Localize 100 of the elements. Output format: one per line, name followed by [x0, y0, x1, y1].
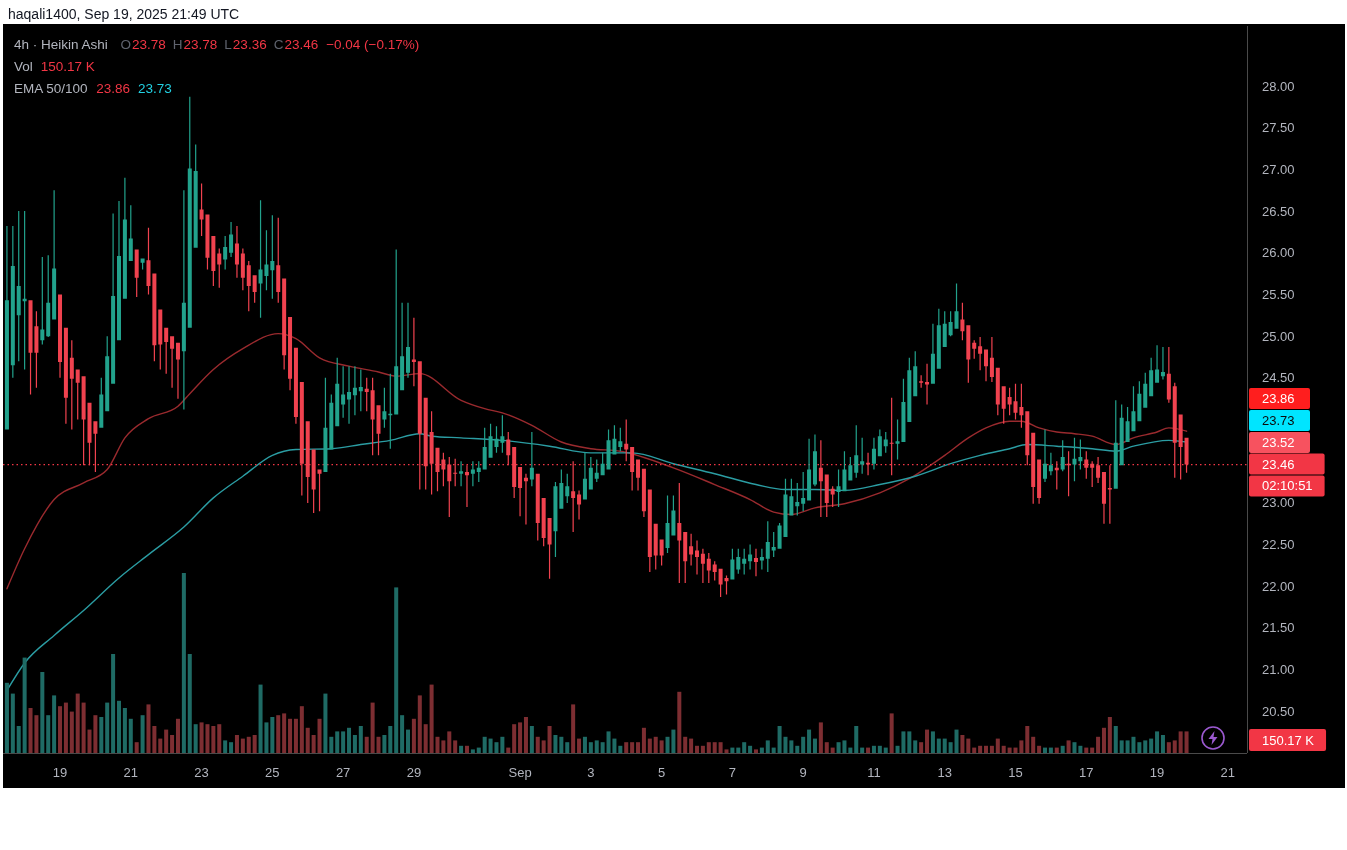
bar	[464, 745, 469, 753]
bar	[1107, 717, 1112, 753]
bar	[759, 747, 764, 753]
bar	[4, 682, 9, 753]
bar	[376, 736, 381, 753]
bar	[866, 747, 871, 753]
y-tick-label: 27.00	[1262, 161, 1295, 177]
bar	[234, 735, 239, 753]
candlestick	[989, 336, 994, 382]
bar	[588, 742, 593, 753]
bar	[1178, 731, 1183, 753]
bar	[46, 715, 51, 753]
bar	[293, 718, 298, 753]
bar	[972, 747, 977, 753]
x-tick-label: 29	[406, 764, 422, 780]
bar	[960, 735, 965, 753]
x-tick-label: 19	[52, 764, 68, 780]
bar	[712, 742, 717, 753]
annotation: −0.04 (−0.17%)	[326, 36, 420, 52]
bar	[748, 745, 753, 753]
bar	[116, 700, 121, 753]
bar	[217, 724, 222, 753]
bar	[518, 722, 523, 753]
bar	[347, 727, 352, 753]
candlestick	[807, 438, 812, 501]
bar	[317, 718, 322, 753]
candlestick	[170, 336, 175, 388]
bar	[1037, 745, 1042, 753]
annotation: 23.46	[284, 36, 319, 52]
bar	[535, 736, 540, 753]
bar	[925, 729, 930, 753]
x-tick-label: Sep	[508, 764, 532, 780]
y-tick-label: 26.50	[1262, 203, 1295, 219]
y-tick-label: 25.50	[1262, 286, 1295, 302]
bar	[40, 672, 45, 753]
bar	[789, 740, 794, 753]
bar	[559, 736, 564, 753]
candlestick	[695, 540, 700, 575]
bar	[683, 736, 688, 753]
bar	[1001, 745, 1006, 753]
bar	[63, 702, 68, 753]
bar	[565, 742, 570, 753]
x-tick-label: 9	[799, 764, 807, 780]
bar	[134, 742, 139, 753]
bar	[771, 747, 776, 753]
bar	[641, 727, 646, 753]
text: 02:10:51	[1262, 478, 1313, 494]
text: 4h · Heikin Ashi	[14, 36, 108, 52]
bar	[930, 731, 935, 753]
bar	[311, 735, 316, 753]
bar	[229, 742, 234, 753]
bar	[22, 657, 27, 753]
text: 23.73	[1262, 413, 1295, 429]
bar	[647, 738, 652, 753]
text: 150.17 K	[1262, 732, 1315, 748]
bar	[16, 726, 21, 753]
x-tick-label: 21	[1220, 764, 1236, 780]
bar	[618, 745, 623, 753]
bar	[276, 715, 281, 753]
annotation: 150.17 K	[40, 58, 95, 74]
bar	[860, 747, 865, 753]
bar	[854, 726, 859, 753]
candlestick	[1042, 429, 1047, 483]
bar	[323, 693, 328, 753]
bar	[411, 718, 416, 753]
bar	[282, 713, 287, 753]
bar	[677, 691, 682, 753]
bar	[1143, 740, 1148, 753]
bar	[122, 708, 127, 753]
bar	[329, 736, 334, 753]
bar	[594, 740, 599, 753]
bar	[299, 706, 304, 753]
annotation: Vol	[14, 58, 33, 74]
bar	[871, 745, 876, 753]
y-tick-label: 26.00	[1262, 245, 1295, 261]
bar	[883, 747, 888, 753]
bar	[470, 749, 475, 753]
bar	[352, 735, 357, 753]
bar	[335, 731, 340, 753]
bar	[453, 740, 458, 753]
bar	[795, 745, 800, 753]
bar	[400, 715, 405, 753]
x-tick-label: 17	[1079, 764, 1094, 780]
bar	[1184, 731, 1189, 753]
bar	[765, 740, 770, 753]
bar	[812, 738, 817, 753]
candlestick	[1160, 346, 1165, 380]
bar	[1090, 747, 1095, 753]
bar	[270, 717, 275, 753]
x-tick-label: 3	[587, 764, 595, 780]
bar	[69, 711, 74, 753]
bar	[730, 747, 735, 753]
bar	[553, 735, 558, 753]
bar	[170, 735, 175, 753]
bar	[1155, 731, 1160, 753]
bar	[582, 736, 587, 753]
y-tick-label: 21.00	[1262, 662, 1295, 678]
bar	[736, 747, 741, 753]
bar	[1031, 736, 1036, 753]
bar	[1119, 740, 1124, 753]
